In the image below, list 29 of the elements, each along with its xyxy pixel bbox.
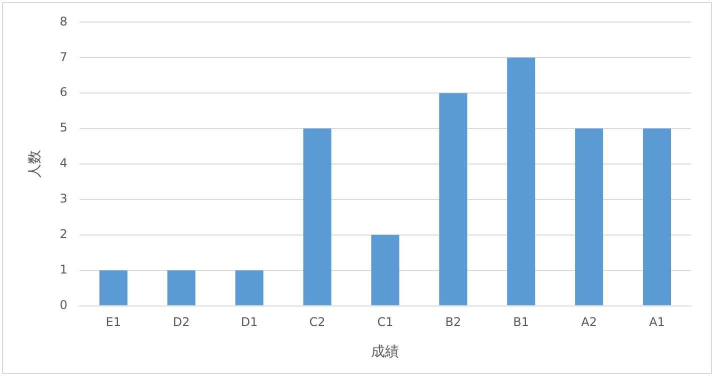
x-tick-label: B1 xyxy=(513,315,530,330)
y-tick-label: 2 xyxy=(60,227,68,242)
y-tick-label: 6 xyxy=(60,85,68,100)
bar xyxy=(371,234,400,306)
y-tick-label: 5 xyxy=(60,120,68,135)
bar xyxy=(235,270,264,306)
bar xyxy=(303,128,332,306)
x-tick-label: E1 xyxy=(106,315,122,330)
x-tick-label: B2 xyxy=(445,315,462,330)
y-tick-label: 8 xyxy=(60,14,68,28)
x-tick-label: C1 xyxy=(377,315,394,330)
x-tick-label: A2 xyxy=(581,315,597,330)
x-tick-label: D2 xyxy=(172,315,190,330)
bar xyxy=(99,270,128,306)
bar xyxy=(439,93,468,306)
x-tick-label: D1 xyxy=(240,315,258,330)
bar xyxy=(167,270,196,306)
y-tick-label: 4 xyxy=(60,156,68,170)
y-tick-label: 7 xyxy=(60,50,68,64)
bar xyxy=(507,58,536,306)
x-tick-label: A1 xyxy=(649,315,665,330)
y-tick-label: 1 xyxy=(60,262,68,276)
x-axis-title: 成績 xyxy=(371,344,400,360)
bar xyxy=(643,128,672,306)
x-tick-label: C2 xyxy=(309,315,326,330)
bar xyxy=(575,128,604,306)
y-axis-title: 人数 xyxy=(27,150,44,178)
y-tick-label: 0 xyxy=(60,298,68,312)
y-tick-label: 3 xyxy=(60,192,68,206)
